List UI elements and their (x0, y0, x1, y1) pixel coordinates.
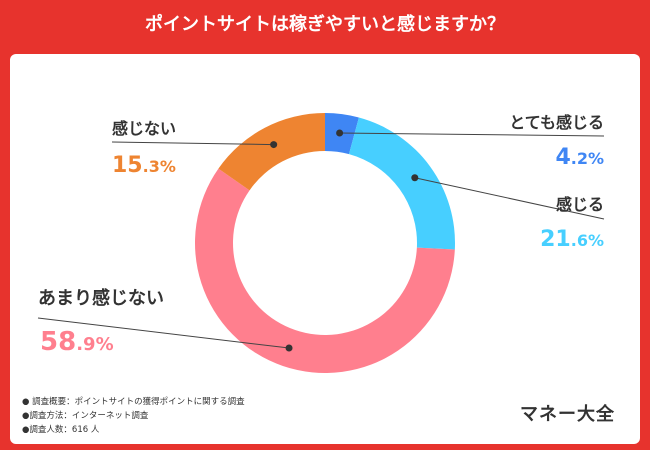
note-line: ● 調査概要：ポイントサイトの獲得ポイントに関する調査 (22, 397, 245, 407)
note-line: ●調査人数：616 人 (22, 425, 100, 435)
slice-kanjiru (348, 117, 455, 250)
slice-amari-leader (37, 317, 290, 349)
label-kanjiru-pct: 21.6% (540, 227, 604, 252)
label-amari-pct-sign: % (96, 334, 114, 355)
slice-amari (194, 168, 455, 373)
label-kanjiru-int: 21 (540, 227, 571, 252)
slice-kanjiru-leader-dot (411, 174, 419, 182)
label-amari-int: 58 (40, 327, 76, 357)
label-totemo-dec: .2 (571, 149, 588, 168)
slice-kanjinai (218, 113, 325, 191)
label-kanjinai-name: 感じない (112, 119, 176, 138)
label-kanjiru-dec: .6 (571, 231, 588, 250)
label-kanjiru-name: 感じる (556, 195, 604, 214)
slice-kanjiru-leader (414, 177, 605, 220)
brand-logo: マネー大全 (520, 404, 615, 425)
label-amari-pct: 58.9% (40, 327, 114, 357)
label-totemo-pct-sign: % (588, 149, 604, 168)
label-amari-dec: .9 (76, 334, 95, 355)
label-kanjinai-int: 15 (112, 153, 143, 178)
label-amari-name: あまり感じない (38, 287, 164, 309)
label-kanjinai-dec: .3 (143, 157, 160, 176)
slice-kanjinai-leader-dot (270, 141, 278, 149)
label-totemo-name: とても感じる (509, 113, 604, 132)
chart-title: ポイントサイトは稼ぎやすいと感じますか？ (145, 14, 505, 35)
slice-totemo-leader-dot (336, 129, 344, 137)
label-totemo-pct: 4.2% (555, 145, 604, 170)
slice-totemo-leader (339, 132, 605, 137)
label-kanjinai-pct-sign: % (160, 157, 176, 176)
label-kanjiru-pct-sign: % (588, 231, 604, 250)
label-kanjinai-pct: 15.3% (112, 153, 176, 178)
slice-amari-leader-dot (285, 344, 293, 352)
note-line: ●調査方法：インターネット調査 (22, 411, 149, 421)
label-totemo-int: 4 (555, 145, 570, 170)
slice-kanjinai-leader (111, 141, 274, 146)
survey-notes: ● 調査概要：ポイントサイトの獲得ポイントに関する調査 ●調査方法：インターネッ… (22, 395, 245, 437)
